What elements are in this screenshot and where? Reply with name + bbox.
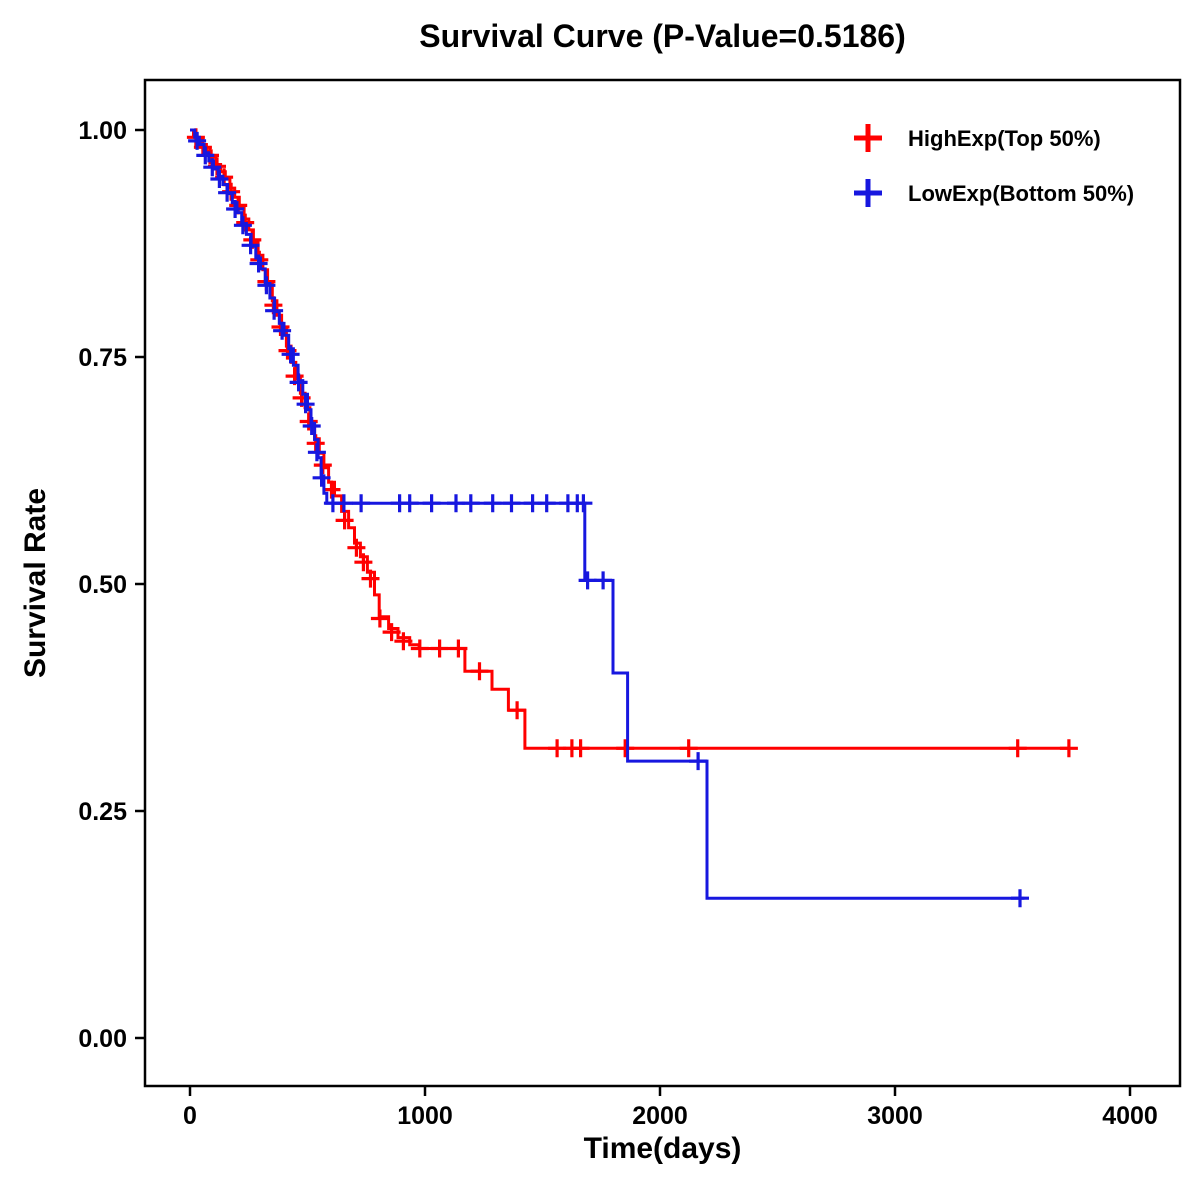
censor-mark-lowexp <box>352 494 371 513</box>
y-tick-label: 0.75 <box>78 344 127 372</box>
censor-mark-lowexp <box>273 321 292 340</box>
censor-mark-highexp <box>508 701 527 720</box>
censor-mark-lowexp <box>312 468 331 487</box>
x-tick-label: 2000 <box>632 1102 688 1130</box>
censor-mark-lowexp <box>1011 889 1029 908</box>
censor-mark-highexp <box>470 662 489 681</box>
censor-mark-lowexp <box>689 752 708 771</box>
censor-mark-lowexp <box>574 494 593 513</box>
censor-mark-lowexp <box>226 200 245 218</box>
censor-mark-lowexp <box>257 276 276 295</box>
legend-label-lowexp: LowExp(Bottom 50%) <box>908 181 1134 206</box>
censor-mark-lowexp <box>196 146 215 165</box>
censor-mark-lowexp <box>302 417 321 435</box>
censor-mark-highexp <box>347 538 366 557</box>
legend-marker-highexp <box>854 124 882 152</box>
censor-mark-highexp <box>335 511 354 530</box>
survival-curve-lowexp <box>190 128 1025 900</box>
x-tick-label: 0 <box>183 1102 197 1130</box>
y-tick-label: 0.50 <box>78 571 127 599</box>
censor-mark-highexp <box>1059 739 1078 758</box>
censor-mark-highexp <box>361 569 380 588</box>
censor-mark-highexp <box>616 739 635 758</box>
censor-mark-highexp <box>410 639 429 658</box>
censor-mark-lowexp <box>400 494 419 513</box>
censor-mark-lowexp <box>334 494 353 513</box>
censor-mark-lowexp <box>265 301 284 320</box>
censor-mark-lowexp <box>461 494 480 513</box>
censor-mark-lowexp <box>578 571 597 590</box>
censor-mark-lowexp <box>241 236 260 255</box>
censor-mark-lowexp <box>249 254 268 273</box>
censor-mark-highexp <box>394 632 413 651</box>
censor-mark-lowexp <box>281 345 300 364</box>
censor-mark-lowexp <box>483 494 502 513</box>
chart-title: Survival Curve (P-Value=0.5186) <box>419 18 906 54</box>
censor-mark-highexp <box>1008 739 1027 758</box>
x-tick-label: 1000 <box>397 1102 453 1130</box>
legend-label-highexp: HighExp(Top 50%) <box>908 126 1101 151</box>
censor-mark-lowexp <box>594 571 613 590</box>
censor-mark-highexp <box>382 623 401 642</box>
x-tick-label: 3000 <box>867 1102 923 1130</box>
plot-border <box>143 78 1182 1088</box>
legend-marker-lowexp <box>854 179 882 207</box>
censor-mark-lowexp <box>289 373 308 392</box>
censor-mark-lowexp <box>307 443 326 462</box>
censor-mark-highexp <box>430 639 449 658</box>
censor-mark-highexp <box>354 553 373 572</box>
x-tick-label: 4000 <box>1102 1102 1158 1130</box>
censor-mark-lowexp <box>218 183 237 202</box>
y-tick-label: 1.00 <box>78 117 127 145</box>
censor-mark-lowexp <box>203 158 222 177</box>
censor-mark-lowexp <box>422 494 441 513</box>
censor-mark-lowexp <box>210 170 229 188</box>
censor-mark-lowexp <box>296 395 315 414</box>
y-axis-title: Survival Rate <box>19 487 52 679</box>
censor-mark-highexp <box>571 739 590 758</box>
x-axis-title: Time(days) <box>583 1132 742 1165</box>
censor-mark-highexp <box>679 739 698 758</box>
censor-mark-highexp <box>370 609 389 628</box>
survival-curve-highexp <box>190 128 1071 750</box>
censor-mark-lowexp <box>502 494 521 513</box>
censor-mark-lowexp <box>537 494 556 513</box>
y-tick-label: 0.00 <box>78 1025 127 1053</box>
y-tick-label: 0.25 <box>78 798 127 826</box>
censor-mark-highexp <box>449 639 468 658</box>
censor-mark-lowexp <box>233 216 252 235</box>
censor-mark-lowexp <box>188 131 207 150</box>
